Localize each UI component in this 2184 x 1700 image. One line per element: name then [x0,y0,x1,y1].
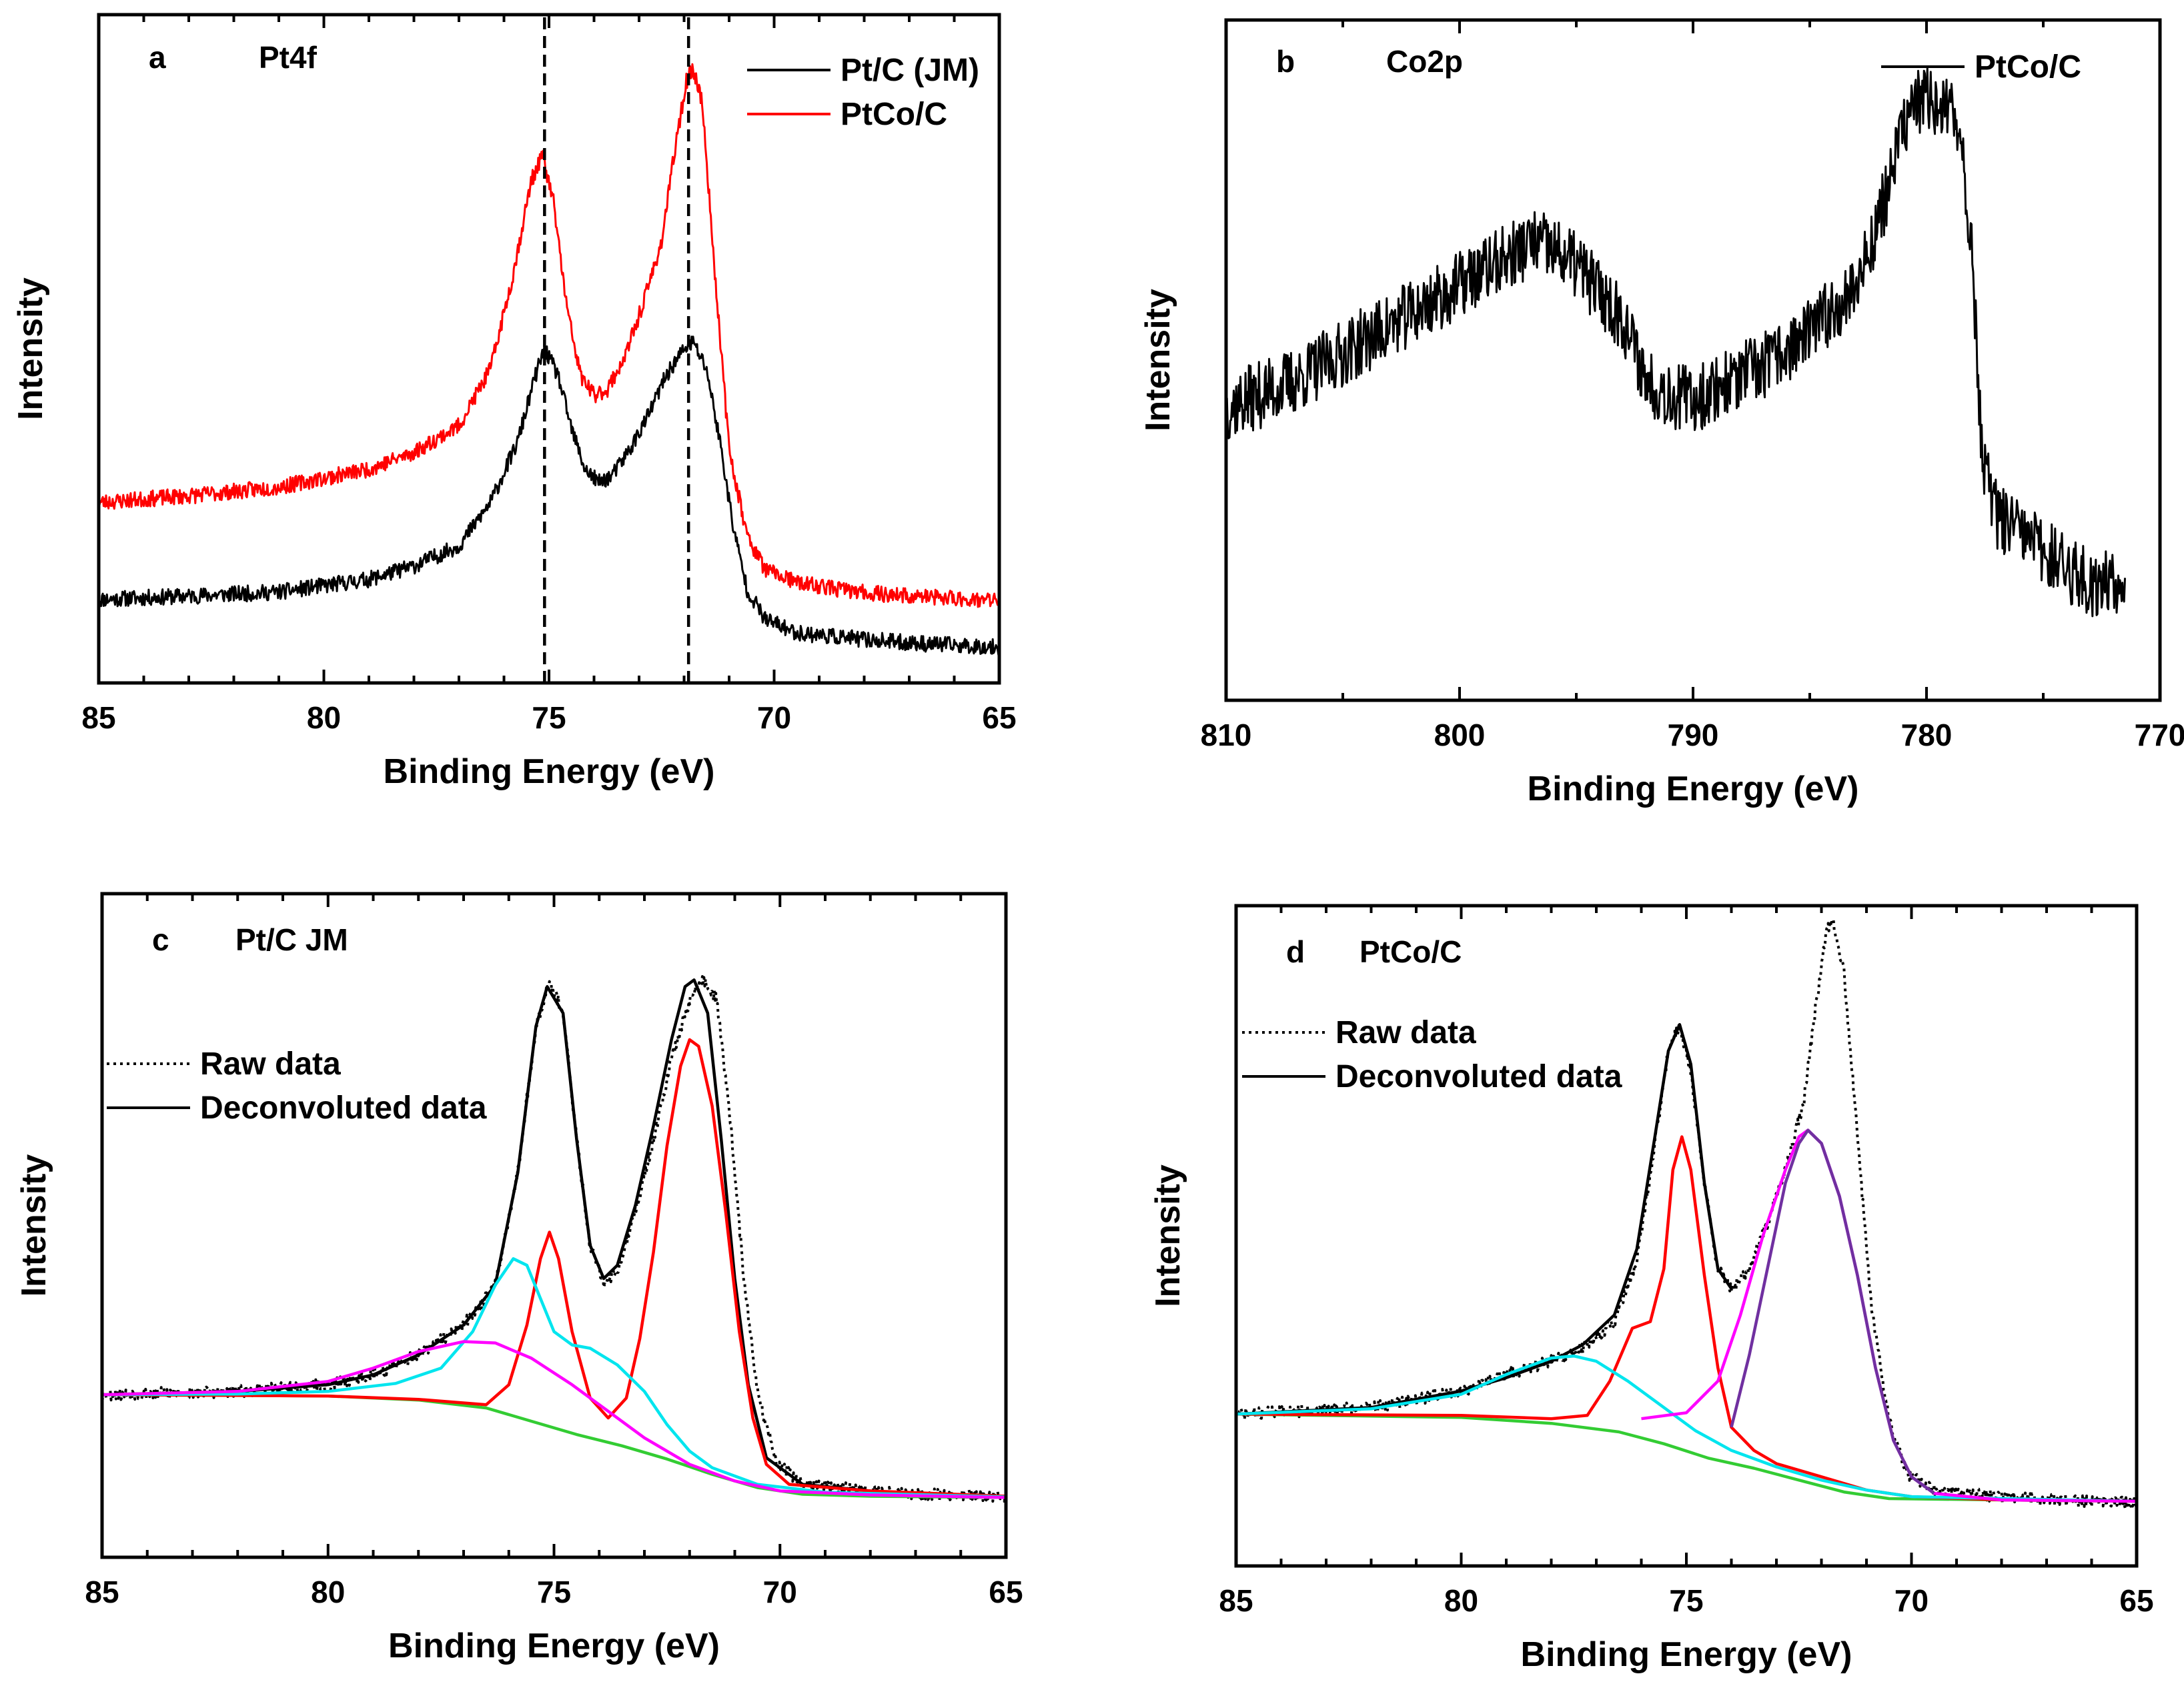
plot-area-b [1226,67,2126,618]
x-tick-label: 75 [1669,1583,1703,1618]
series-d-3-line [1236,1135,2137,1503]
legend-label: PtCo/C [1975,49,2081,85]
x-axis-title: Binding Energy (eV) [1528,770,1859,808]
series-c-3-line [102,1038,1006,1498]
series-c-1-line [102,978,1006,1498]
x-tick-label: 80 [1444,1583,1478,1618]
y-axis-title: Intensity [1139,289,1177,432]
x-axis-ticks-c [101,894,1007,1557]
x-tick-label: 800 [1434,718,1486,752]
y-axis-title: Intensity [15,1154,53,1297]
x-tick-label: 75 [537,1575,571,1609]
x-tick-label: 770 [2135,718,2184,752]
panel-letter: b [1276,44,1295,79]
panel-title: Pt/C JM [235,922,348,957]
legend-label: Raw data [200,1046,341,1082]
series-c-2-line [102,1393,1006,1499]
panel-b: 810 800 790 780 770 Binding Energy (eV) Intens… [1139,18,2184,808]
panel-d: 85 80 75 70 65 Binding Energy (eV) Intensity d P… [1149,904,2154,1674]
x-tick-label: 70 [757,700,791,735]
x-tick-label: 65 [2119,1583,2153,1618]
x-tick-label: 85 [85,1575,119,1609]
legend-label: Pt/C (JM) [841,53,979,88]
x-tick-label: 65 [989,1575,1023,1609]
x-tick-label: 810 [1201,718,1252,752]
y-axis-title: Intensity [1149,1164,1187,1307]
x-axis-title: Binding Energy (eV) [384,752,715,791]
x-tick-label: 80 [307,700,341,735]
panel-letter: a [149,40,166,75]
x-axis-ticks-a [97,15,1001,683]
panel-letter: c [152,922,169,957]
x-axis-ticks-d [1235,906,2138,1566]
series-d-0-line [1236,918,2137,1510]
legend-c: Raw data Deconvoluted data [107,1046,487,1126]
panel-c: 85 80 75 70 65 Binding Energy (eV) Intensity c P… [15,892,1023,1665]
panel-title: Co2p [1386,44,1463,79]
plot-area-a [99,15,999,683]
legend-label: Raw data [1335,1015,1476,1050]
legend-label: Deconvoluted data [200,1090,487,1126]
legend-a: Pt/C (JM) PtCo/C [747,53,979,132]
series-d-2-line [1236,1413,2137,1503]
panel-title: PtCo/C [1359,934,1462,969]
x-axis-title: Binding Energy (eV) [388,1627,720,1665]
x-tick-label: 85 [1219,1583,1253,1618]
series-a-0-line [99,335,999,656]
x-axis-title: Binding Energy (eV) [1521,1635,1852,1674]
series-a-1-line [99,63,999,608]
series-d-5-line [1641,1128,2137,1503]
panel-a: 85 80 75 70 65 Binding Energy (eV) Intensity a P… [11,13,1017,791]
frame-d [1234,904,2139,1568]
legend-d: Raw data Deconvoluted data [1242,1015,1622,1094]
x-tick-label: 790 [1668,718,1719,752]
panel-letter: d [1286,934,1305,969]
plot-area-d [1236,918,2137,1510]
x-tick-label: 70 [1894,1583,1929,1618]
panel-title: Pt4f [259,40,318,75]
series-c-5-line [102,1340,1006,1499]
x-tick-label: 70 [763,1575,797,1609]
series-c-4-line [102,1257,1006,1499]
x-tick-label: 75 [532,700,566,735]
series-b-0-line [1226,67,2126,618]
legend-b: PtCo/C [1881,49,2081,85]
plot-area-c [102,975,1006,1503]
x-tick-label: 80 [311,1575,345,1609]
x-tick-label: 85 [81,700,115,735]
x-tick-label: 65 [982,700,1016,735]
series-d-4-line [1236,1354,2137,1503]
x-axis-ticks-b [1225,20,2161,700]
legend-label: PtCo/C [841,97,947,132]
x-tick-label: 780 [1901,718,1953,752]
series-d-6-line [1730,1128,1935,1495]
frame-c [100,892,1008,1559]
legend-label: Deconvoluted data [1335,1059,1622,1094]
y-axis-title: Intensity [11,277,50,420]
